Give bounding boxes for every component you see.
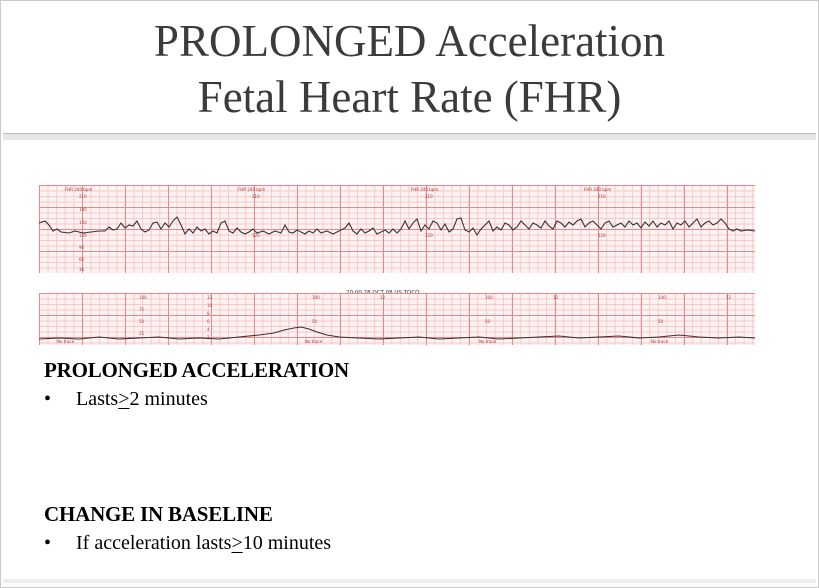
fhr-scale-label: 120 [598,233,606,238]
title-area: PROLONGED Acceleration Fetal Heart Rate … [3,3,816,131]
bullet-text-start: If acceleration lasts [76,532,232,554]
bullet-text-end: 10 minutes [242,532,332,554]
fhr-scale-label: 120 [79,233,87,238]
toco-kpa-label: 6 [207,319,210,324]
toco-scale-label: 75 [139,307,145,312]
toco-trace [39,326,755,340]
fhr-trace [39,216,755,237]
bullet-item-duration: • Lasts > 2 minutes [44,386,208,412]
fhr-scale-label: 210 [425,194,433,199]
toco-kpa-label: 4 [207,327,210,332]
toco-kpa-label: 10 [207,303,213,308]
toco-scale-label: 50 [658,319,664,324]
toco-kpa-label: 2 [207,335,210,340]
toco-scale-label: 50 [312,319,318,324]
title-line-2: Fetal Heart Rate (FHR) [197,72,622,122]
toco-scale-label: 25 [139,331,145,336]
fhr-scale-label: 90 [79,245,85,250]
bullet-text-end: 2 minutes [129,388,208,410]
title-line-1: PROLONGED Acceleration [153,16,666,66]
slide-title: PROLONGED Acceleration Fetal Heart Rate … [3,13,816,125]
fhr-scale-label: 60 [79,257,85,262]
bullet-marker: • [44,388,52,410]
toco-footer-mark: No trace [305,339,323,344]
fhr-scale-label: 210 [79,194,87,199]
toco-scale-label: 100 [312,295,320,300]
toco-scale-label: 50 [485,319,491,324]
fhr-header-label: FHR 240 bpm [584,187,612,192]
toco-kpa-label: 12 [380,295,386,300]
fhr-scale-label: 120 [252,233,260,238]
section-heading-change-in-baseline: CHANGE IN BASELINE [44,502,273,526]
toco-tracing-strip: 100 75 50 25 12 10 8 6 4 2 100 50 12 100… [39,293,755,345]
section-heading-prolonged-acceleration: PROLONGED ACCELERATION [44,358,350,382]
fhr-scale-label: 180 [79,207,87,212]
bullet-marker: • [44,532,52,554]
toco-scale-label: 100 [139,295,147,300]
fhr-header-label: FHR 240 bpm [238,187,266,192]
toco-footer-mark: No trace [479,339,497,344]
toco-scale-label: 100 [658,295,666,300]
toco-kpa-label: 12 [207,295,213,300]
toco-kpa-label: 8 [207,311,210,316]
fhr-scale-label: 210 [598,194,606,199]
fhr-scale-label: 150 [79,220,87,225]
bullet-item-baseline-change: • If acceleration lasts > 10 minutes [44,530,331,556]
toco-scale-label: 50 [139,319,145,324]
toco-footer-mark: No trace [651,339,669,344]
greater-equal-symbol: > [231,532,243,554]
bullet-text-start: Lasts [76,388,119,410]
fhr-scale-label: 30 [79,267,85,272]
toco-kpa-label: 12 [726,295,732,300]
fhr-scale-label: 120 [425,233,433,238]
fhr-scale-label: 210 [252,194,260,199]
toco-kpa-label: 12 [553,295,559,300]
title-divider [3,133,816,140]
fhr-header-label: FHR 240 bpm [65,187,93,192]
fhr-header-label: FHR 240 bpm [411,187,439,192]
toco-footer-mark: No trace [57,339,75,344]
toco-scale-label: 100 [485,295,493,300]
greater-equal-symbol: > [118,388,130,410]
footer-divider [3,579,816,583]
fhr-tracing-strip: FHR 240 bpm FHR 240 bpm FHR 240 bpm FHR … [39,185,755,273]
